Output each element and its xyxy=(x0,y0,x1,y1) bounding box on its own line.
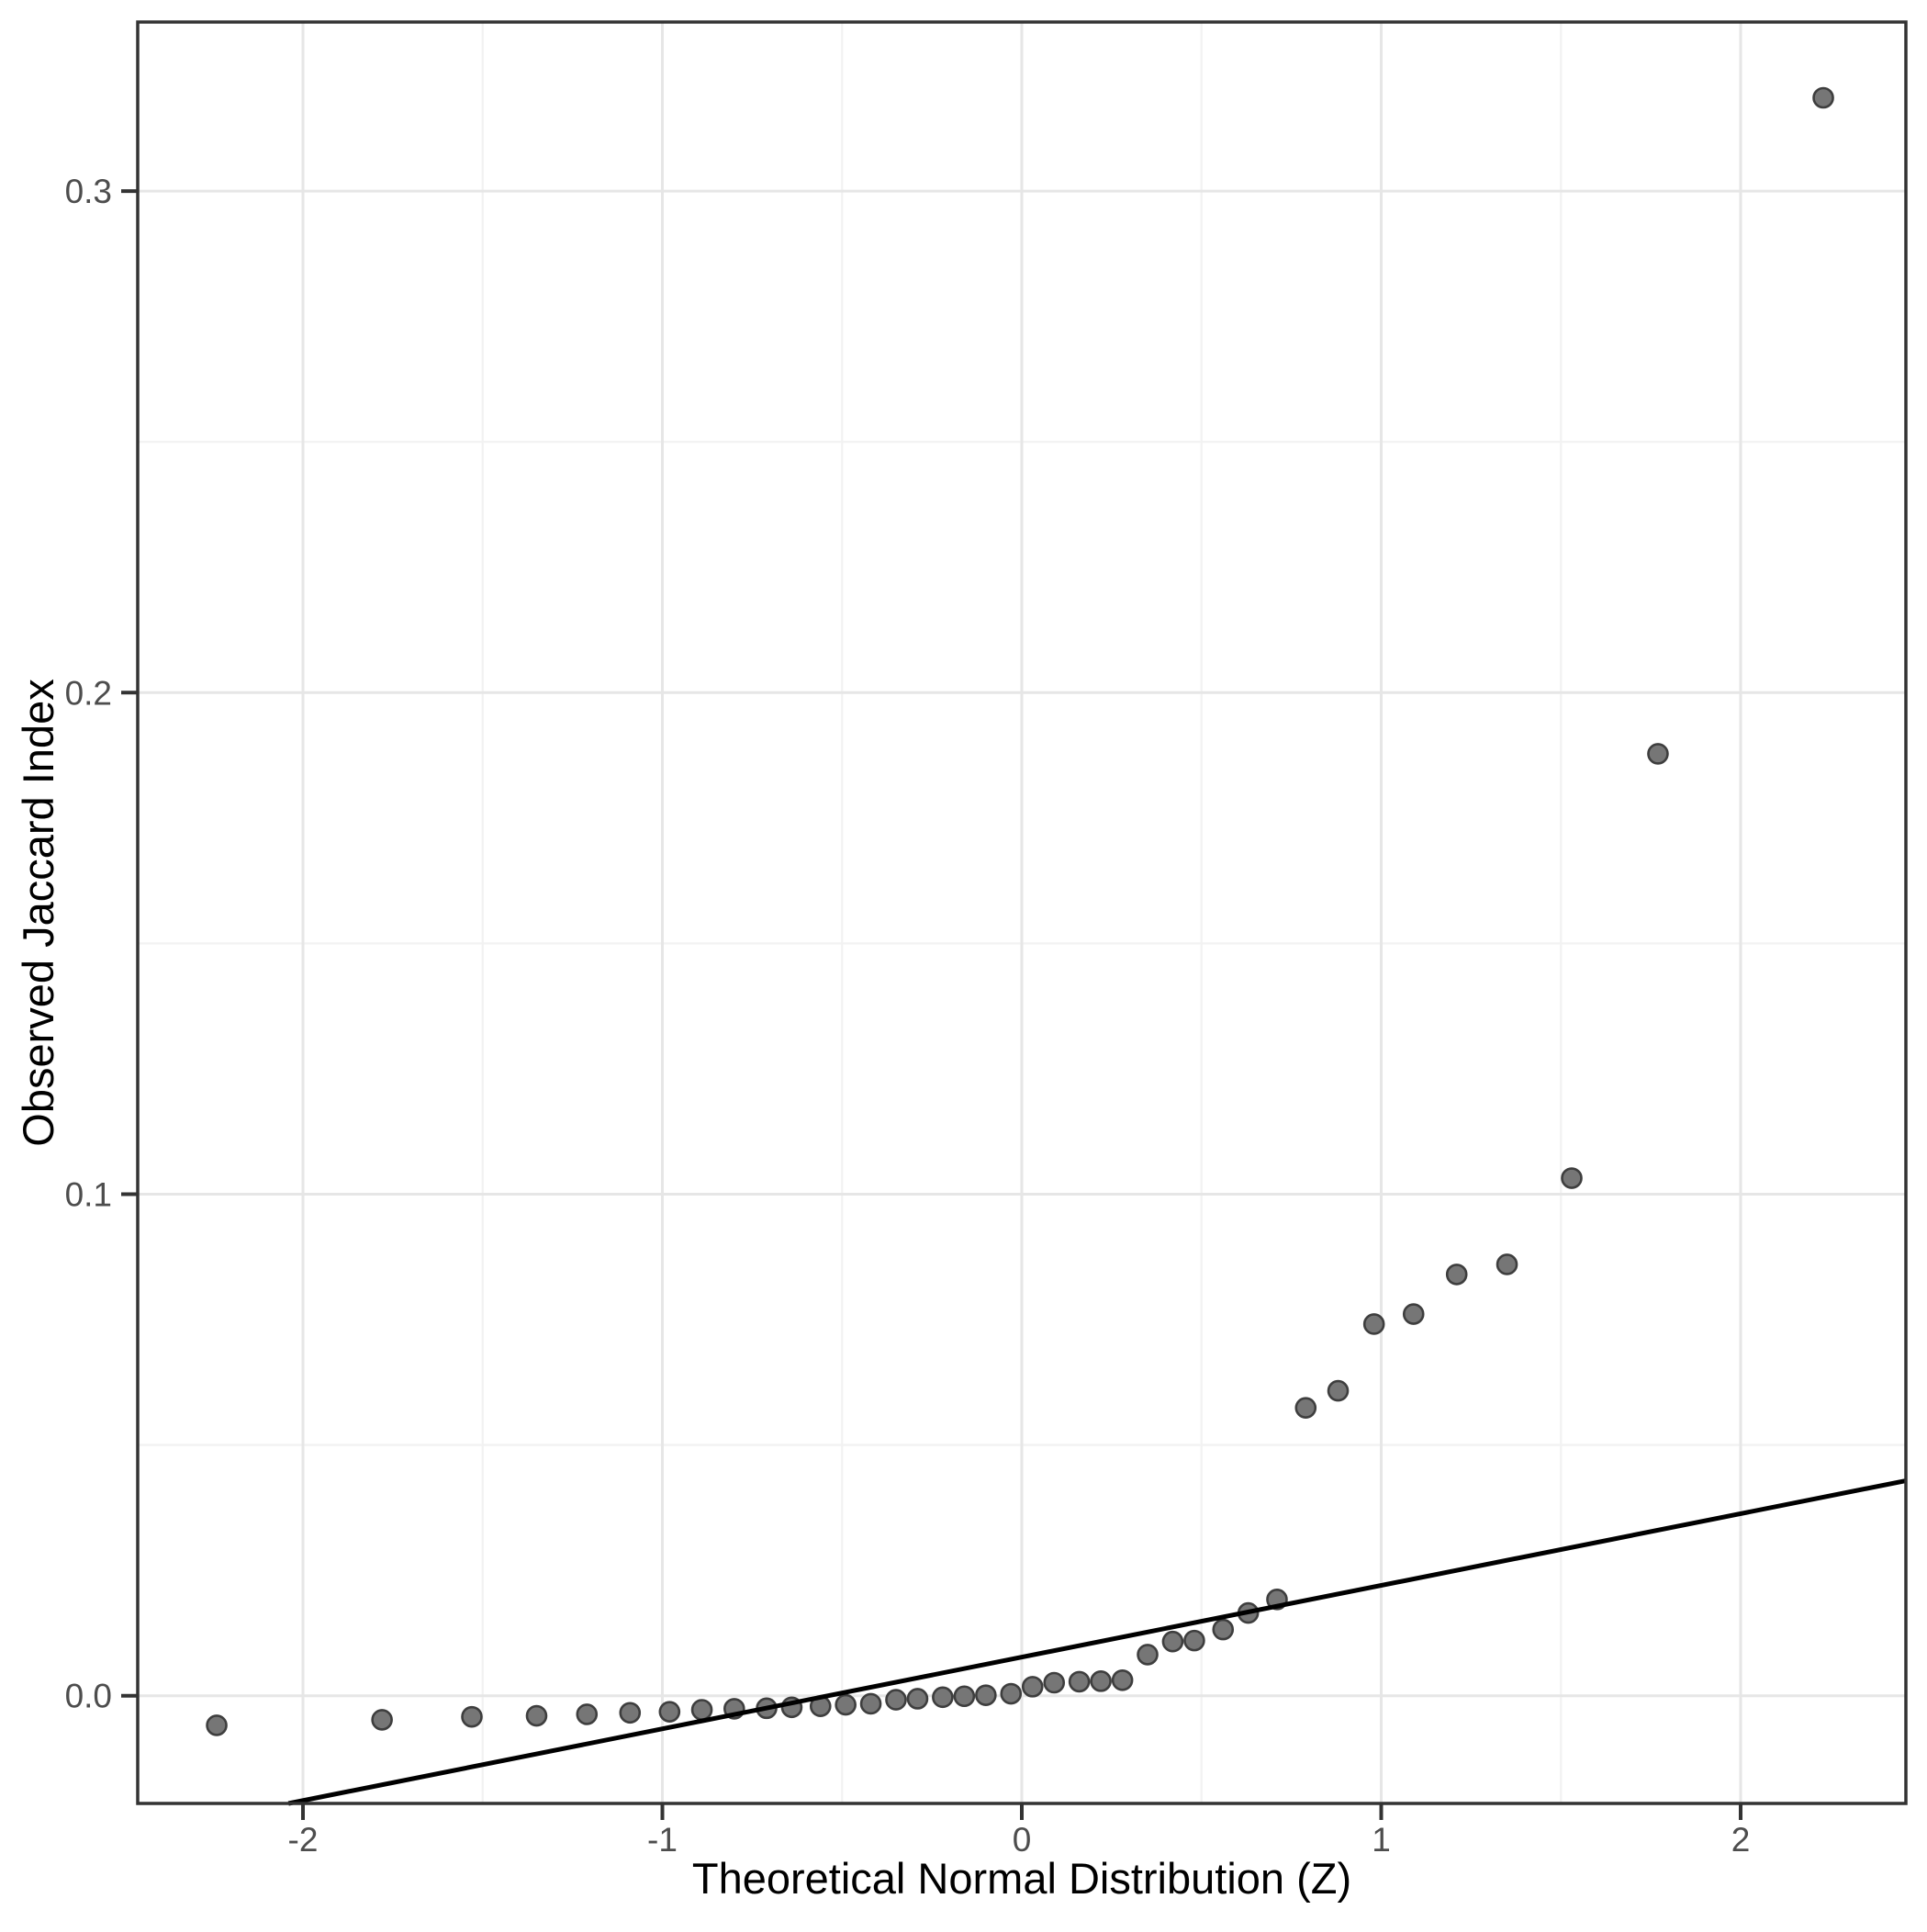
data-point xyxy=(1183,1629,1205,1652)
x-tick-label: -1 xyxy=(647,1821,678,1859)
data-point xyxy=(1021,1676,1044,1698)
data-point xyxy=(1161,1630,1184,1653)
data-point xyxy=(525,1704,548,1727)
qq-reference-line xyxy=(287,1478,1907,1806)
data-point xyxy=(1212,1618,1235,1641)
data-point xyxy=(1327,1379,1350,1402)
data-point xyxy=(619,1702,642,1724)
data-point xyxy=(1068,1670,1091,1693)
data-point xyxy=(1362,1313,1385,1335)
data-point xyxy=(1043,1671,1066,1694)
data-point xyxy=(835,1693,857,1716)
x-tick-label: 0 xyxy=(1013,1821,1032,1859)
data-point xyxy=(461,1705,483,1728)
data-point xyxy=(1561,1167,1583,1189)
data-point xyxy=(1090,1670,1112,1692)
data-point xyxy=(371,1709,393,1731)
x-tick-label: 1 xyxy=(1372,1821,1391,1859)
axis-ticks xyxy=(121,189,1742,1820)
data-point xyxy=(906,1688,929,1710)
x-tick-label: -2 xyxy=(288,1821,319,1859)
y-tick-label: 0.3 xyxy=(65,173,112,210)
scatter-points xyxy=(206,86,1834,1736)
data-point xyxy=(1137,1644,1159,1666)
data-point xyxy=(953,1685,976,1708)
data-point xyxy=(1647,743,1669,765)
data-point xyxy=(1812,86,1834,109)
data-point xyxy=(1445,1264,1468,1286)
y-axis-title: Observed Jaccard Index xyxy=(14,679,62,1146)
data-point xyxy=(576,1703,599,1725)
data-point xyxy=(206,1714,228,1736)
axis-tick-labels: -2 -1 0 1 2 0.0 0.1 0.2 0.3 xyxy=(65,173,1751,1859)
y-tick-label: 0.1 xyxy=(65,1176,112,1214)
data-point xyxy=(885,1689,907,1711)
data-point xyxy=(1402,1303,1425,1325)
major-gridlines xyxy=(138,22,1906,1803)
y-tick-label: 0.2 xyxy=(65,674,112,712)
data-point xyxy=(1496,1253,1518,1275)
data-point xyxy=(932,1686,954,1709)
data-point xyxy=(1294,1397,1317,1419)
x-tick-label: 2 xyxy=(1731,1821,1751,1859)
data-point xyxy=(1111,1668,1134,1691)
data-point xyxy=(975,1684,997,1706)
data-point xyxy=(859,1692,882,1715)
data-point xyxy=(658,1701,681,1723)
x-axis-title: Theoretical Normal Distribution (Z) xyxy=(692,1854,1351,1903)
data-point xyxy=(690,1699,713,1721)
data-point xyxy=(1000,1682,1023,1705)
y-tick-label: 0.0 xyxy=(65,1678,112,1715)
